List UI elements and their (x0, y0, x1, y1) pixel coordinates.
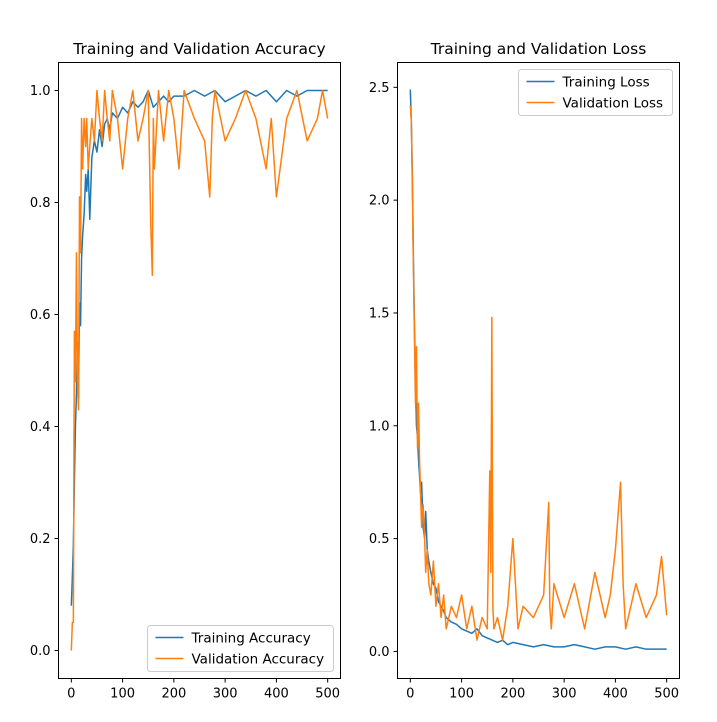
loss-legend-box (518, 69, 673, 116)
accuracy-axes-frame (58, 62, 341, 679)
accuracy-y-tick-label: 1.0 (30, 84, 51, 99)
loss-y-tick-label: 2.0 (369, 194, 390, 209)
loss-chart: Training and Validation Loss 0 100 200 300 4… (369, 40, 680, 702)
accuracy-legend-label: Validation Accuracy (192, 652, 325, 668)
loss-legend-label: Training Loss (562, 75, 650, 91)
loss-y-tick-label: 1.5 (369, 306, 390, 321)
loss-chart-title: Training and Validation Loss (430, 40, 647, 58)
loss-y-tick-label: 2.5 (369, 81, 390, 96)
accuracy-y-tick-label: 0.8 (30, 196, 51, 211)
loss-x-tick-label: 400 (603, 687, 628, 702)
loss-x-tick-label: 100 (449, 687, 474, 702)
accuracy-x-tick-label: 200 (161, 687, 186, 702)
loss-x-tick-label: 200 (500, 687, 525, 702)
accuracy-y-tick-label: 0.0 (30, 644, 51, 659)
accuracy-x-tick-label: 300 (213, 687, 238, 702)
accuracy-x-tick-label: 0 (67, 687, 75, 702)
loss-legend: Training Loss Validation Loss (518, 69, 673, 116)
loss-y-tick-label: 0.5 (369, 532, 390, 547)
accuracy-x-tick-label: 100 (110, 687, 135, 702)
accuracy-x-tick-label: 400 (264, 687, 289, 702)
accuracy-y-tick-label: 0.2 (30, 532, 51, 547)
loss-series-validation-loss (409, 105, 668, 641)
loss-x-tick-label: 0 (406, 687, 414, 702)
loss-y-tick-label: 0.0 (369, 645, 390, 660)
accuracy-series-training-accuracy (70, 89, 328, 606)
loss-series-training-loss (409, 89, 667, 650)
accuracy-legend-label: Training Accuracy (191, 631, 311, 647)
accuracy-series-validation-accuracy (70, 89, 329, 651)
accuracy-y-tick-label: 0.6 (30, 308, 51, 323)
loss-legend-label: Validation Loss (563, 96, 664, 112)
loss-axes-frame (397, 62, 680, 679)
accuracy-chart-title: Training and Validation Accuracy (72, 40, 325, 58)
accuracy-x-tick-label: 500 (315, 687, 340, 702)
loss-plot-area: 0 100 200 300 400 500 0.0 0.5 1.0 1.5 2.0 2.5 Traini… (369, 69, 679, 702)
accuracy-legend: Training Accuracy Validation Accuracy (147, 625, 334, 672)
loss-y-tick-label: 1.0 (369, 419, 390, 434)
loss-x-tick-label: 500 (654, 687, 679, 702)
accuracy-legend-box (147, 625, 334, 672)
accuracy-plot-area: 0 100 200 300 400 500 0.0 0.2 0.4 0.6 0.8 1.0 Traini… (30, 84, 340, 702)
loss-x-tick-label: 300 (552, 687, 577, 702)
accuracy-y-tick-label: 0.4 (30, 420, 51, 435)
accuracy-chart: Training and Validation Accuracy 0 100 200… (30, 40, 341, 702)
